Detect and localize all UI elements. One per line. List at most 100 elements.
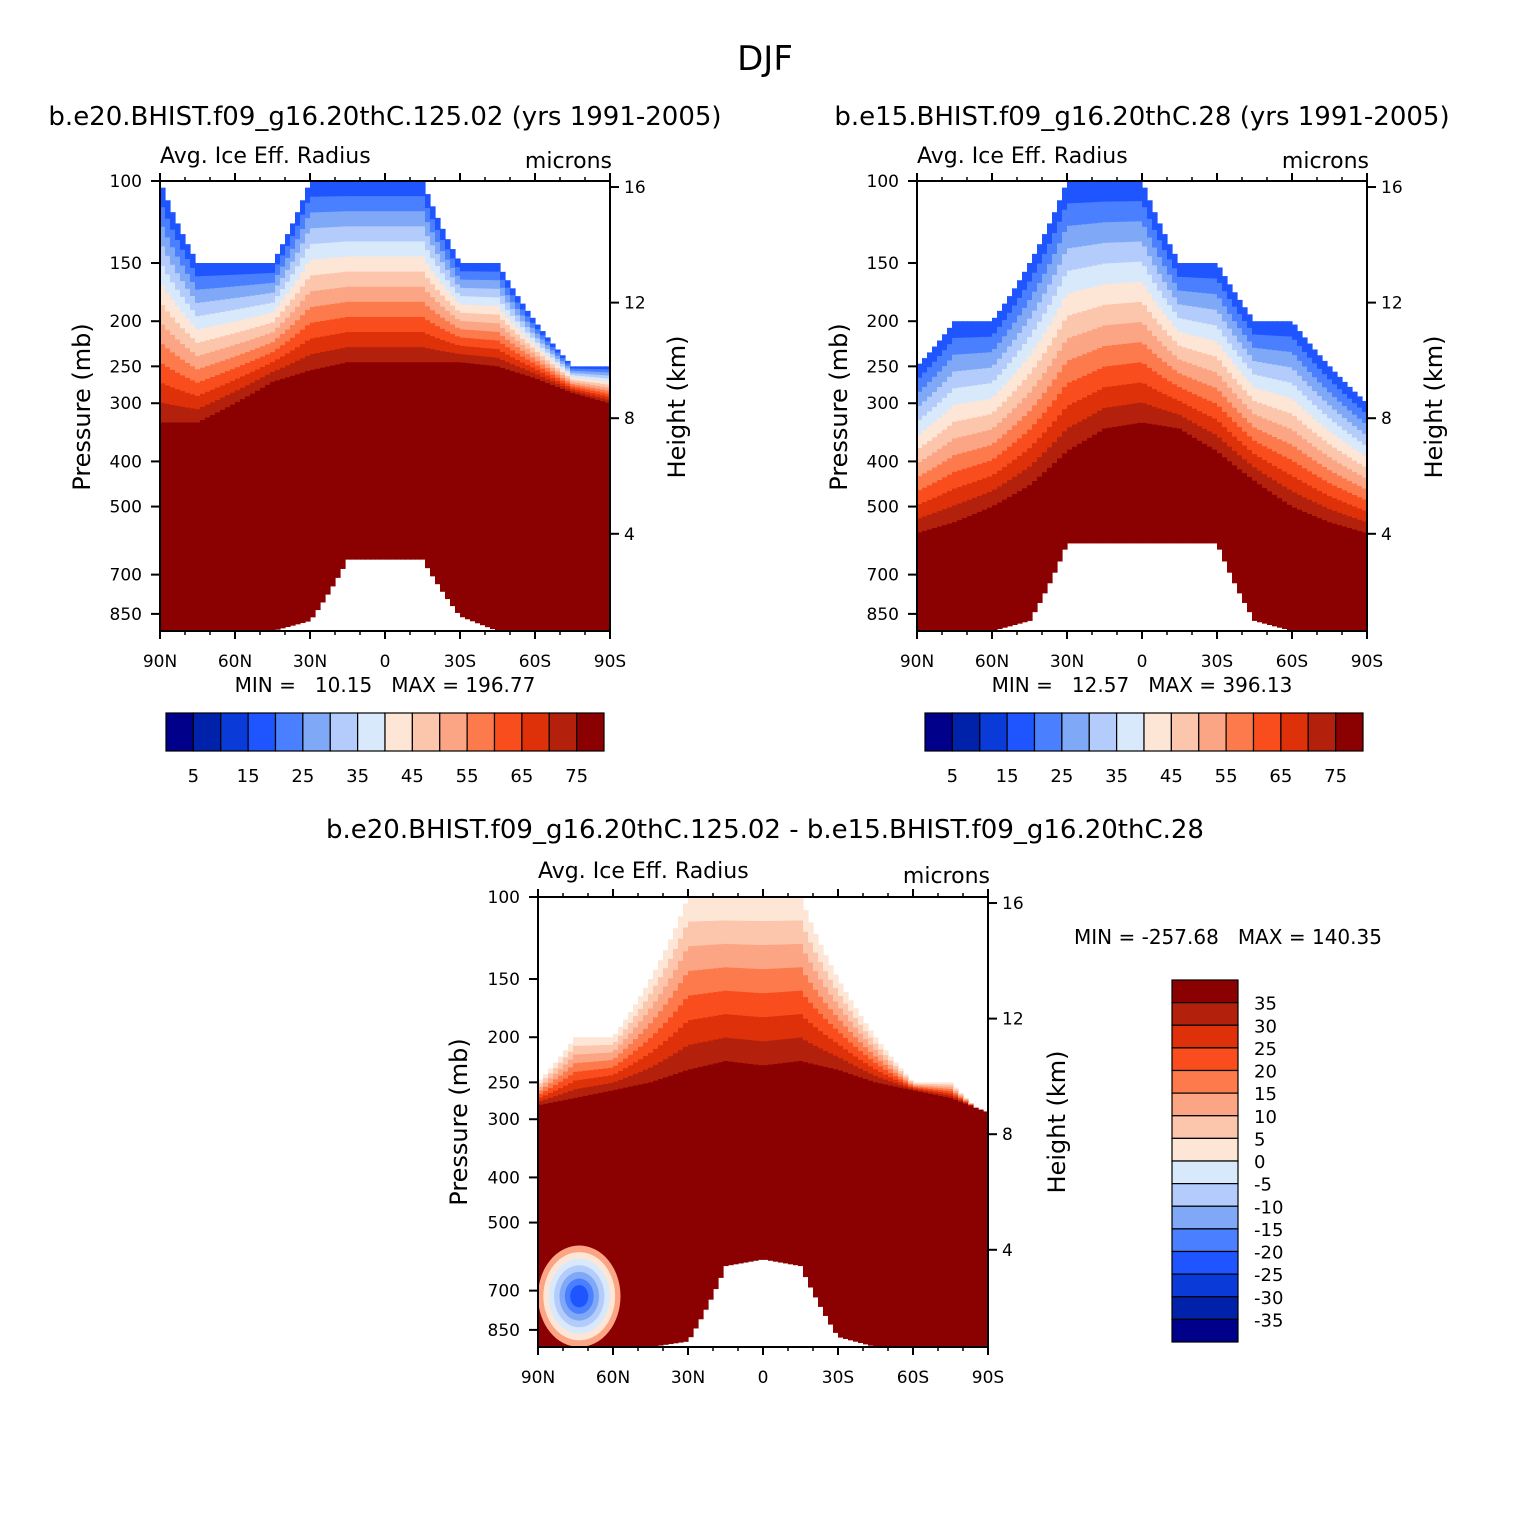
contour-band — [1292, 324, 1298, 341]
contour-band — [1297, 435, 1303, 451]
contour-band — [997, 342, 1003, 360]
contour-band — [330, 257, 336, 274]
contour-band — [1322, 400, 1328, 415]
contour-band — [1142, 266, 1148, 287]
contour-band — [1217, 344, 1223, 361]
contour-band — [1192, 379, 1198, 395]
contour-band — [1102, 304, 1108, 327]
contour-band — [170, 404, 176, 424]
contour-band — [1132, 181, 1138, 202]
contour-band — [1262, 404, 1268, 420]
contour-band — [240, 308, 246, 321]
contour-band — [1227, 387, 1233, 403]
y-tick-label: 300 — [867, 394, 899, 414]
contour-band-max — [608, 1090, 614, 1347]
contour-band-max — [250, 393, 256, 631]
contour-band — [285, 269, 291, 283]
contour-band — [305, 279, 311, 296]
contour-band — [1362, 422, 1367, 435]
contour-band — [813, 952, 819, 972]
contour-band — [410, 181, 416, 197]
contour-band — [220, 263, 226, 276]
contour-band — [1222, 396, 1228, 413]
contour-band — [918, 1083, 924, 1086]
contour-band — [793, 944, 799, 969]
contour-band — [1182, 305, 1188, 320]
contour-band — [927, 367, 933, 383]
contour-band — [295, 279, 301, 294]
contour-band — [648, 1008, 654, 1024]
contour-band — [470, 296, 476, 306]
contour-band — [713, 897, 719, 922]
contour-band — [300, 315, 306, 331]
contour-band — [590, 395, 596, 400]
contour-band — [1037, 302, 1043, 323]
contour-band — [1277, 468, 1283, 485]
contour-band — [962, 386, 968, 404]
contour-band — [1007, 480, 1013, 498]
contour-band — [425, 306, 431, 321]
contour-band — [210, 301, 216, 315]
contour-band — [470, 338, 476, 348]
contour-band — [1347, 422, 1353, 435]
contour-band — [938, 1084, 944, 1087]
contour-band — [410, 226, 416, 243]
contour-band — [490, 348, 496, 358]
contour-band — [1122, 323, 1128, 345]
contour-band — [390, 347, 396, 363]
contour-band — [405, 256, 411, 273]
contour-band — [952, 471, 958, 490]
contour-band — [743, 1039, 749, 1065]
contour-band — [543, 1086, 549, 1092]
contour-band-max — [803, 1062, 809, 1278]
contour-band — [355, 196, 361, 212]
contour-band — [1062, 431, 1068, 455]
contour-band — [1147, 330, 1153, 350]
contour-band — [698, 1042, 704, 1068]
contour-band — [420, 226, 426, 243]
contour-band-max — [853, 1075, 859, 1342]
contour-band — [1352, 517, 1358, 531]
contour-band — [250, 371, 256, 384]
contour-band — [1207, 263, 1213, 279]
contour-band — [240, 331, 246, 344]
contour-band-max — [370, 362, 376, 560]
contour-band — [1337, 512, 1343, 526]
contour-band — [515, 366, 521, 374]
contour-band — [1132, 261, 1138, 283]
x-tick-label: 0 — [758, 1368, 769, 1388]
contour-band — [300, 243, 306, 259]
contour-band — [180, 343, 186, 361]
contour-band — [440, 262, 446, 274]
contour-band — [1122, 303, 1128, 325]
contour-band — [230, 310, 236, 323]
contour-band — [1017, 315, 1023, 334]
contour-band — [618, 1044, 624, 1054]
contour-band — [987, 321, 993, 338]
contour-band — [558, 1062, 564, 1070]
contour-band — [295, 212, 301, 227]
contour-band — [853, 1066, 859, 1077]
contour-band-max — [893, 1086, 899, 1347]
contour-band — [1092, 392, 1098, 415]
contour-band — [633, 1039, 639, 1052]
contour-band — [205, 353, 211, 367]
contour-band-max — [1302, 511, 1308, 631]
contour-band — [888, 1081, 894, 1087]
contour-band-max — [1092, 434, 1098, 544]
y2-tick-label: 12 — [624, 294, 646, 314]
contour-band — [1077, 356, 1083, 379]
contour-band — [570, 368, 576, 372]
contour-band — [932, 361, 938, 378]
contour-band — [713, 944, 719, 969]
contour-band — [1137, 301, 1143, 323]
contour-band — [565, 365, 571, 369]
contour-band — [275, 338, 281, 350]
contour-band — [265, 263, 271, 274]
contour-band — [335, 288, 341, 304]
contour-band — [1247, 422, 1253, 437]
contour-band-max — [788, 1062, 794, 1265]
contour-band — [1027, 318, 1033, 338]
contour-band — [908, 1086, 914, 1089]
contour-band — [977, 368, 983, 386]
